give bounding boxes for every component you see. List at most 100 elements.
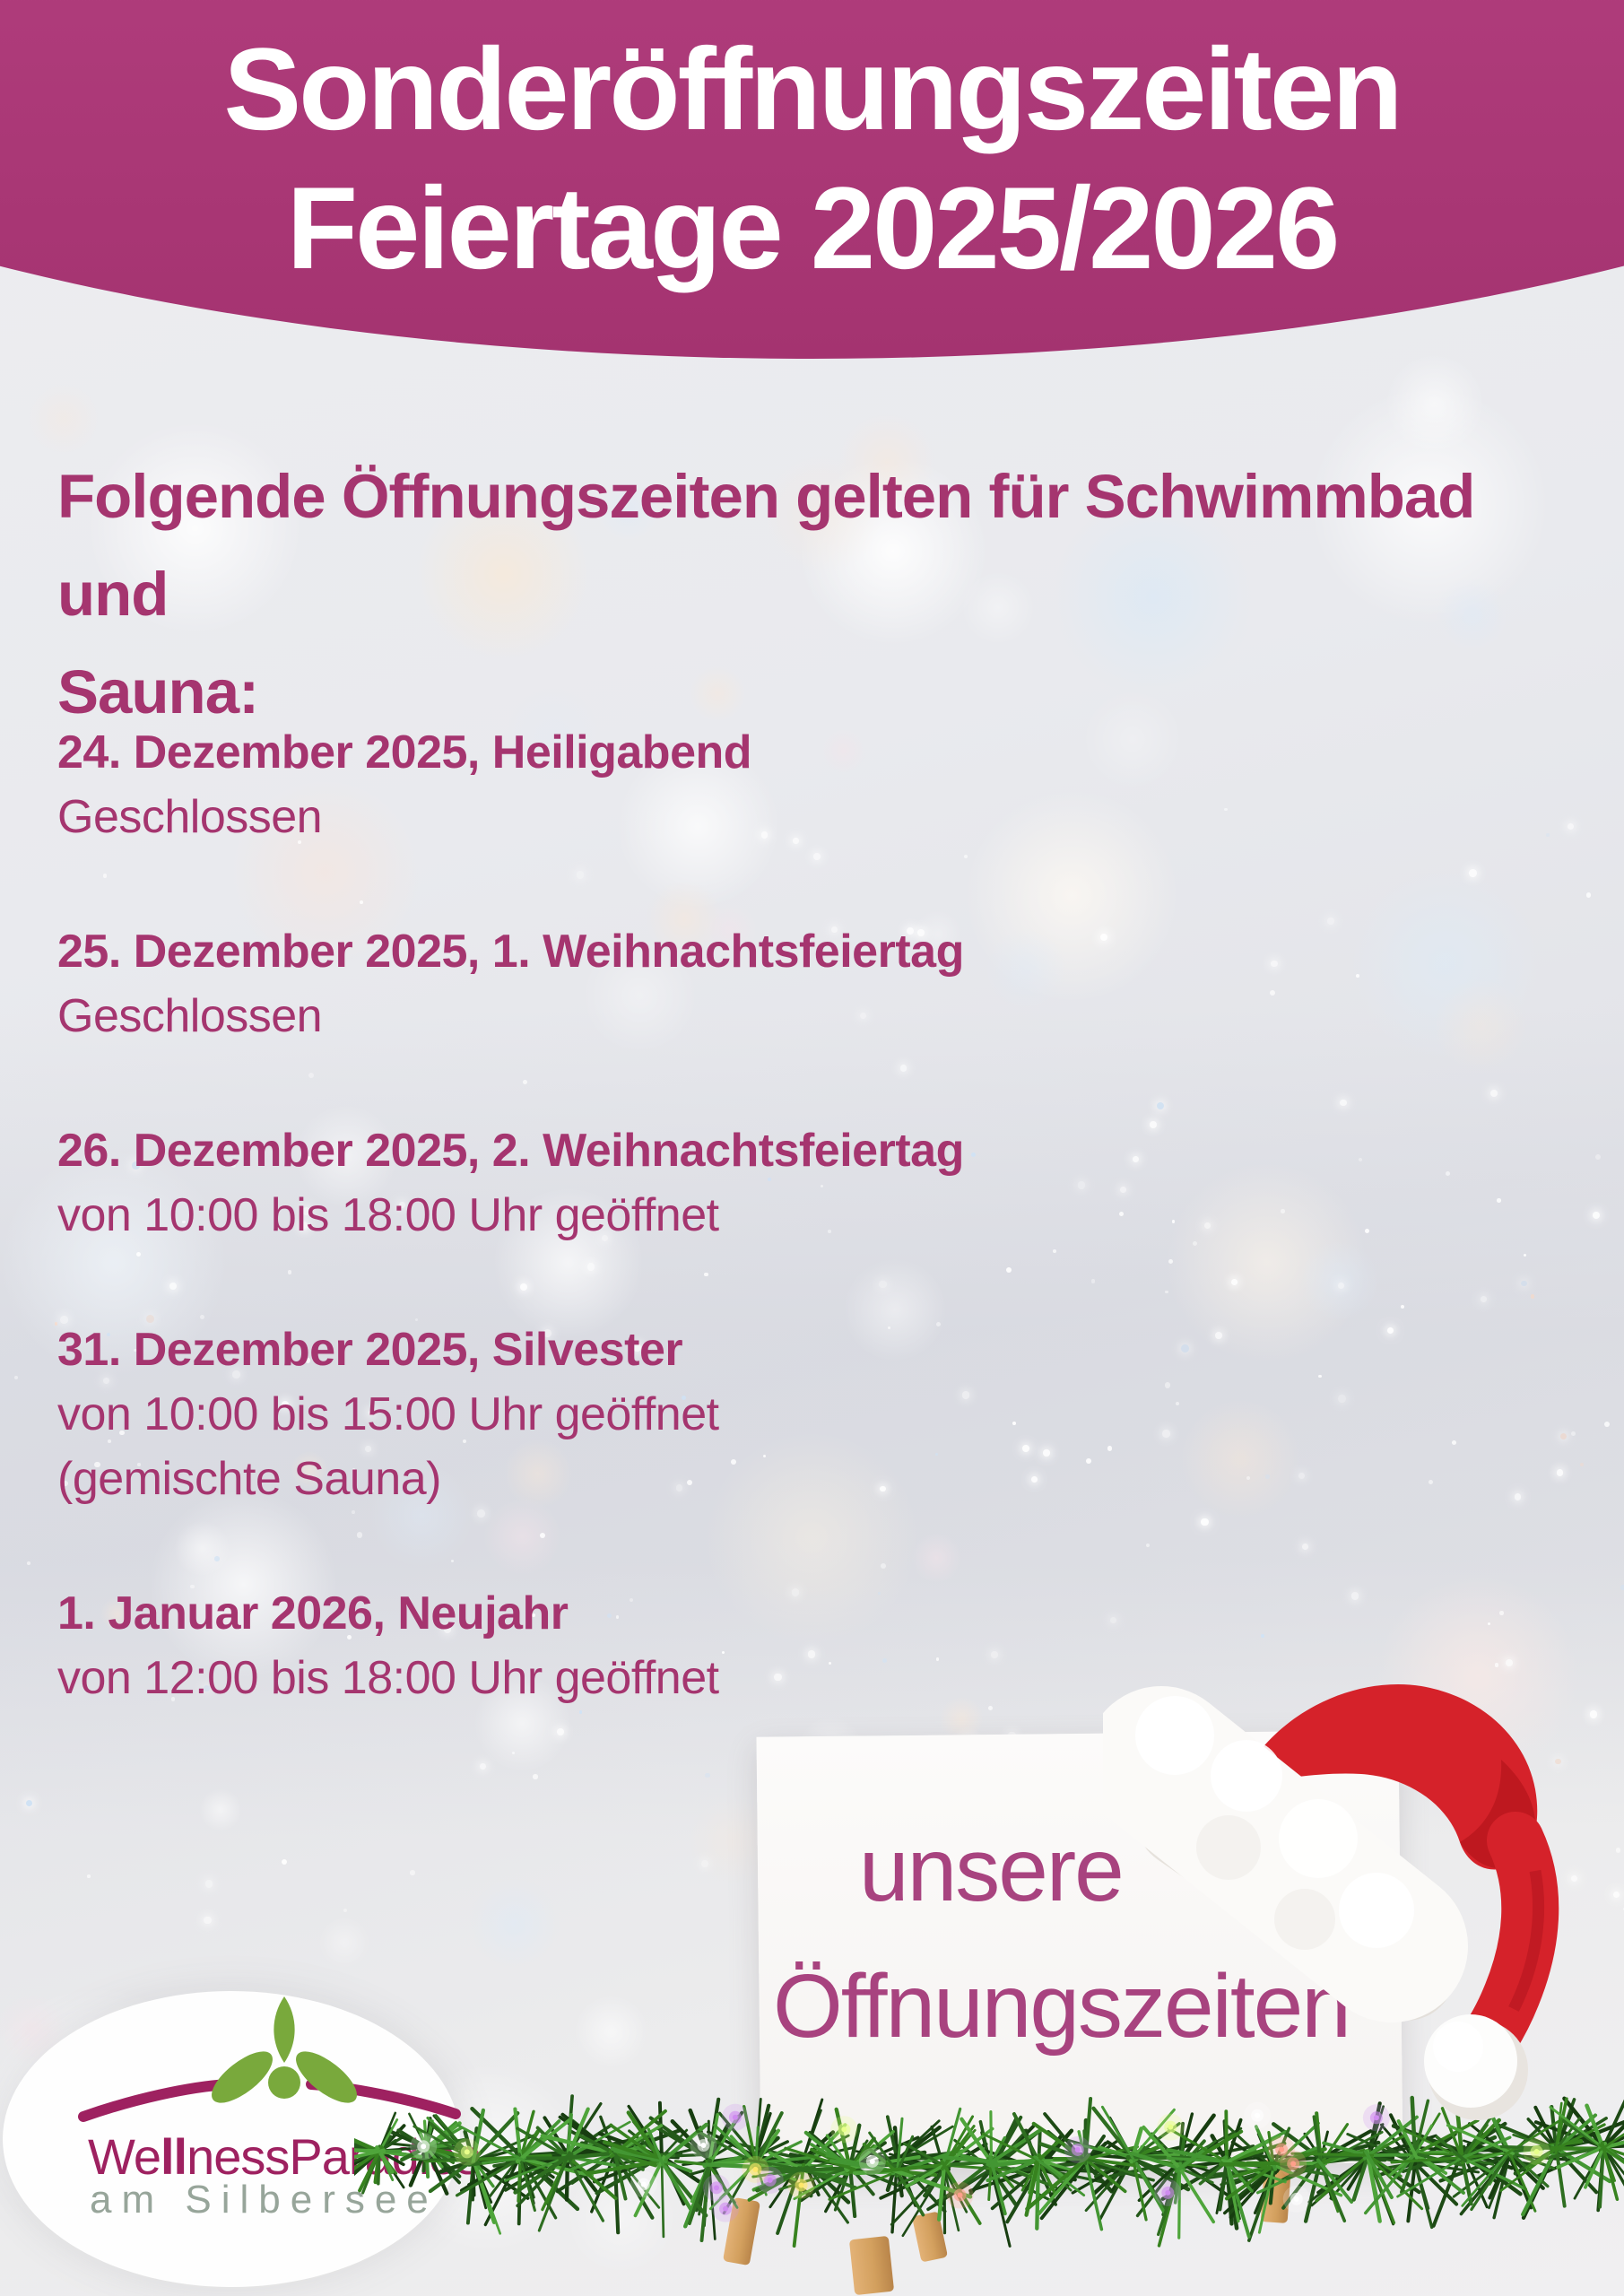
garland-needle	[1554, 2101, 1563, 2154]
garland-light-glow	[869, 2158, 875, 2164]
garland-needle	[660, 2155, 665, 2239]
garland-light	[1523, 2138, 1550, 2166]
garland-needle	[1598, 2144, 1624, 2164]
brand-subtitle: am Silbersee	[90, 2178, 439, 2222]
garland-light-glow	[1290, 2161, 1297, 2167]
glitter-sparkle	[1545, 833, 1550, 838]
schedule-date-title: 24. Dezember 2025, Heiligabend	[57, 726, 752, 778]
glitter-sparkle	[1530, 1294, 1535, 1299]
garland-light-glow	[723, 2205, 729, 2212]
garland-light-glow	[421, 2144, 427, 2150]
hat-brim-fluff	[1135, 1696, 1214, 1775]
bokeh-light	[468, 1876, 561, 1970]
garland-needle	[647, 2127, 665, 2167]
garland-light	[1064, 2135, 1091, 2163]
garland-needle	[743, 2105, 759, 2170]
garland-light	[1244, 2101, 1272, 2129]
page-title-line1: Sonderöffnungszeiten	[223, 23, 1403, 154]
garland-light	[1154, 2179, 1182, 2206]
schedule-hours-line: (gemischte Sauna)	[57, 1453, 441, 1505]
garland-needle	[610, 2148, 661, 2209]
garland-light	[630, 2170, 657, 2198]
garland-needle	[558, 2150, 621, 2161]
garland-needle	[1175, 2162, 1216, 2224]
garland-needle	[800, 2098, 824, 2165]
hat-pompom-highlight	[1433, 2022, 1483, 2072]
garland-needle	[354, 2148, 386, 2159]
glitter-sparkle	[410, 1870, 415, 1875]
garland-light	[787, 2171, 815, 2199]
garland-needle	[1315, 2151, 1374, 2203]
garland-light-glow	[1533, 2149, 1540, 2155]
garland-light-glow	[1279, 2146, 1285, 2152]
header-banner	[0, 0, 1624, 359]
intro-line2: Sauna:	[57, 657, 259, 726]
bokeh-light	[1433, 978, 1529, 1074]
garland-light-glow	[1293, 2196, 1299, 2202]
garland-light	[410, 2133, 438, 2161]
garland-needle	[657, 2155, 694, 2213]
garland-needle	[773, 2165, 857, 2175]
glitter-sparkle	[1620, 1585, 1624, 1590]
glitter-sparkle	[1490, 1089, 1498, 1097]
garland-needle	[981, 2132, 1044, 2164]
glitter-sparkle	[700, 1859, 708, 1867]
schedule-block: 24. Dezember 2025, Heiligabend Geschlosse…	[57, 720, 1403, 849]
garland-needle	[1409, 2118, 1480, 2158]
garland-light	[742, 2155, 769, 2183]
garland-needle	[1364, 2149, 1394, 2199]
logo-leaf-right	[296, 2051, 357, 2103]
glitter-sparkle	[281, 1858, 287, 1865]
garland-needle	[1269, 2121, 1320, 2170]
glitter-sparkle	[1445, 1170, 1450, 1176]
sign-text-line2: Öffnungszeiten	[773, 1956, 1351, 2057]
garland-needle	[1410, 2095, 1418, 2161]
garland-light	[702, 2174, 730, 2202]
garland-needle	[1411, 2157, 1434, 2230]
garland-light-glow	[1373, 2115, 1379, 2121]
hat-brim-fluff	[1196, 1815, 1261, 1880]
garland-needle	[1488, 2149, 1514, 2200]
bokeh-light	[573, 1994, 648, 2069]
garland-light-glow	[841, 2126, 847, 2133]
schedule-block: 25. Dezember 2025, 1. Weihnachtsfeiertag…	[57, 919, 1403, 1048]
garland-light	[946, 2181, 974, 2209]
hat-cone	[1238, 1683, 1538, 1870]
glitter-sparkle	[1556, 1469, 1564, 1476]
garland-light	[712, 2195, 740, 2222]
garland-needle	[513, 2152, 574, 2195]
glitter-sparkle	[1568, 822, 1575, 830]
schedule-hours-line: Geschlossen	[57, 791, 323, 843]
garland-needle	[687, 2159, 713, 2226]
glitter-sparkle	[204, 1880, 213, 1888]
garland-needle	[699, 2158, 711, 2243]
bokeh-light	[317, 1916, 370, 1969]
garland-needle	[1012, 2112, 1042, 2166]
garland-needle	[515, 2117, 573, 2163]
garland-light-glow	[1168, 2124, 1174, 2130]
logo-swoosh-left	[78, 2079, 232, 2122]
garland-needle	[1403, 2128, 1468, 2161]
page-title: Sonderöffnungszeiten Feiertage 2025/2026	[0, 20, 1624, 298]
garland-light-glow	[1165, 2189, 1171, 2196]
garland-needle	[1524, 2144, 1562, 2170]
garland-needle	[1440, 2107, 1465, 2164]
garland-needle	[940, 2128, 977, 2170]
garland-needle	[1317, 2157, 1347, 2222]
glitter-sparkle	[1469, 868, 1477, 877]
garland-needle	[1598, 2141, 1606, 2209]
schedule-hours-line: Geschlossen	[57, 990, 323, 1042]
garland-needle	[1365, 2148, 1382, 2223]
garland-needle	[749, 2159, 809, 2172]
garland-light	[721, 2103, 749, 2131]
glitter-sparkle	[1585, 892, 1591, 898]
garland-needle	[1130, 2151, 1148, 2222]
garland-light-glow	[752, 2166, 759, 2172]
garland-needle	[1506, 2149, 1533, 2210]
garland-needle	[613, 2150, 668, 2163]
garland-light-glow	[798, 2182, 804, 2188]
schedule-date-title: 26. Dezember 2025, 2. Weihnachtsfeiertag	[57, 1125, 964, 1177]
garland-needle	[1223, 2155, 1251, 2239]
garland-needle	[468, 2110, 520, 2166]
